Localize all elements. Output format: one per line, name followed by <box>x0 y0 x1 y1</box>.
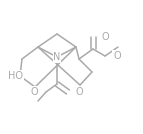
Text: HO: HO <box>8 71 23 81</box>
Text: O: O <box>113 51 121 61</box>
Text: O: O <box>30 87 38 97</box>
Text: N: N <box>53 52 61 62</box>
Text: O: O <box>76 87 84 97</box>
Text: O: O <box>101 32 109 42</box>
